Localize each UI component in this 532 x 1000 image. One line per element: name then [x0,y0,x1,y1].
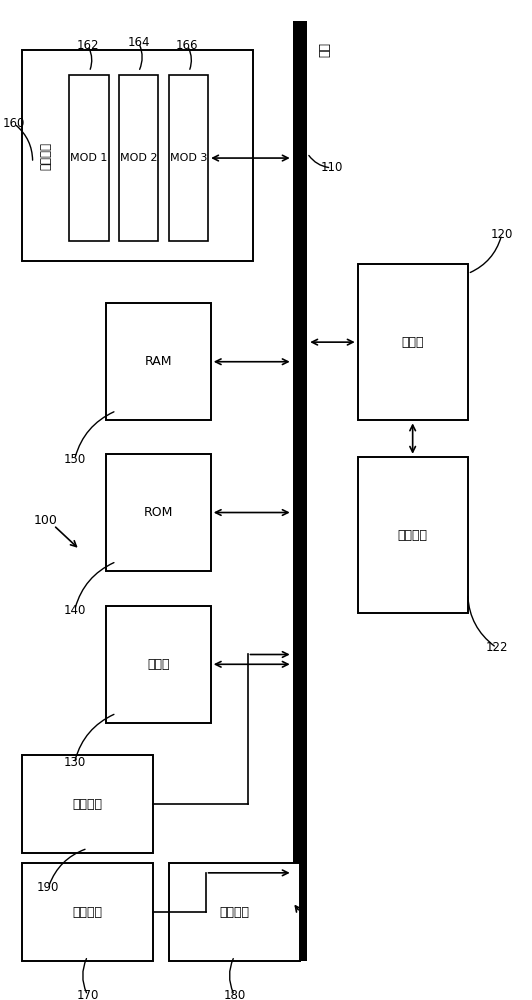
Bar [119,75,159,241]
Text: 166: 166 [176,39,198,52]
Bar [358,264,468,420]
Text: 通信接口: 通信接口 [219,906,250,919]
Text: 160: 160 [3,117,26,130]
Text: MOD 3: MOD 3 [170,153,207,163]
Text: 输出设备: 输出设备 [73,906,103,919]
Text: ROM: ROM [144,506,173,519]
Text: 122: 122 [485,641,508,654]
Bar [106,606,211,723]
Text: 130: 130 [63,756,86,769]
Bar [22,50,253,261]
Text: 162: 162 [77,39,99,52]
Text: 高速缓存: 高速缓存 [397,529,428,542]
Text: 110: 110 [320,161,343,174]
Text: 170: 170 [77,989,99,1000]
Text: MOD 2: MOD 2 [120,153,157,163]
Bar [22,863,153,961]
Bar [169,75,208,241]
Bar [22,755,153,853]
Text: 150: 150 [63,453,86,466]
Text: 输入设备: 输入设备 [73,798,103,811]
Bar [358,457,468,613]
Bar [69,75,109,241]
Text: 120: 120 [491,228,513,241]
Text: 100: 100 [34,514,57,527]
Bar [106,303,211,420]
Text: 存储器: 存储器 [147,658,170,671]
Text: 164: 164 [127,36,149,49]
Bar [169,863,300,961]
Text: 190: 190 [37,881,60,894]
Text: 总线: 总线 [317,43,329,58]
Text: 140: 140 [63,604,86,617]
Text: 180: 180 [223,989,246,1000]
Text: 处理器: 处理器 [402,336,424,349]
Bar [293,21,307,961]
Bar [106,454,211,571]
Text: 存储设备: 存储设备 [39,142,52,170]
Text: RAM: RAM [145,355,172,368]
Text: MOD 1: MOD 1 [70,153,107,163]
